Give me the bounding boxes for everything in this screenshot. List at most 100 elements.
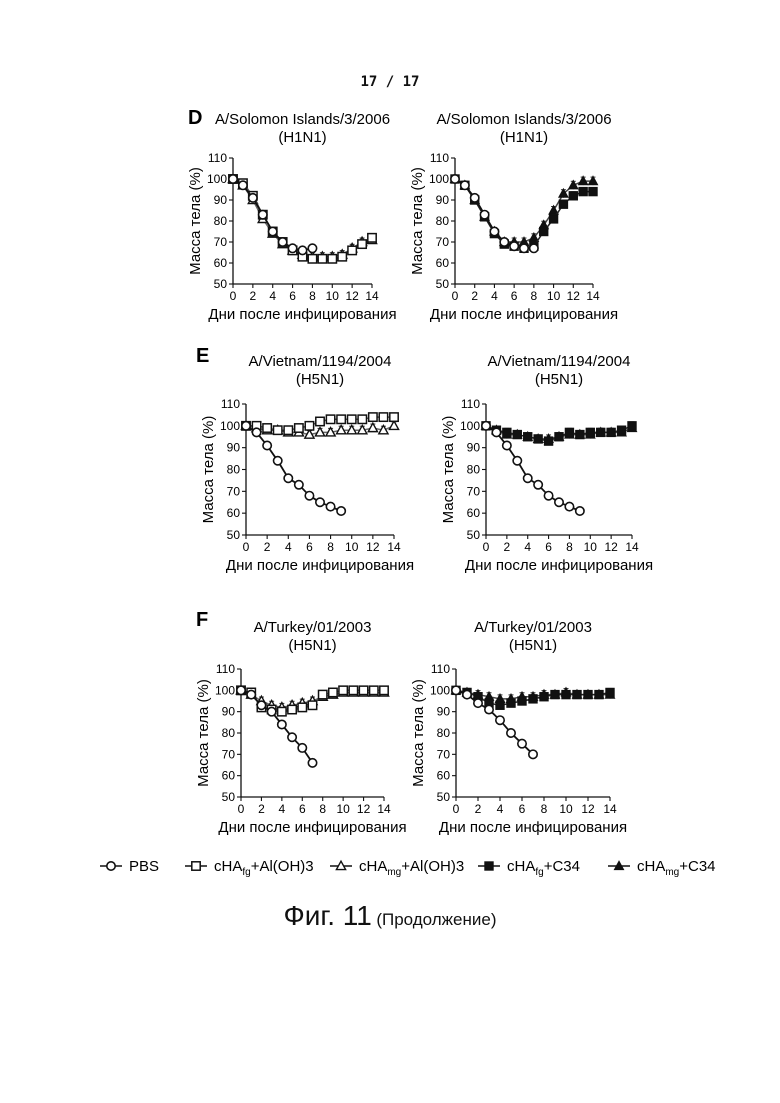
x-tick-label: 10 bbox=[326, 289, 340, 303]
x-tick-label: 2 bbox=[250, 289, 257, 303]
data-point bbox=[518, 697, 526, 705]
legend-item-mg_c34: cHAmg+C34 bbox=[608, 858, 716, 878]
y-tick-label: 50 bbox=[467, 528, 481, 542]
y-axis-label: Масса тела (%) bbox=[410, 679, 427, 787]
caption-main: Фиг. 11 bbox=[284, 900, 372, 931]
y-tick-label: 100 bbox=[460, 419, 480, 433]
x-tick-label: 12 bbox=[604, 540, 618, 554]
data-point bbox=[606, 688, 614, 696]
data-point bbox=[540, 227, 548, 235]
data-point bbox=[485, 705, 493, 713]
data-point bbox=[249, 194, 257, 202]
data-point bbox=[308, 244, 316, 252]
data-point bbox=[348, 415, 356, 423]
y-tick-label: 90 bbox=[436, 193, 450, 207]
data-point bbox=[480, 211, 488, 219]
data-point bbox=[278, 238, 286, 246]
chart-title: A/Vietnam/1194/2004 bbox=[488, 353, 631, 370]
data-point bbox=[518, 739, 526, 747]
chart-subtitle: (H5N1) bbox=[296, 371, 344, 388]
data-point bbox=[269, 227, 277, 235]
x-tick-label: 2 bbox=[471, 289, 478, 303]
y-tick-label: 110 bbox=[208, 151, 227, 165]
data-point bbox=[348, 246, 356, 254]
data-point bbox=[461, 181, 469, 189]
x-tick-label: 10 bbox=[345, 540, 359, 554]
data-point bbox=[584, 690, 592, 698]
data-point bbox=[569, 192, 577, 200]
chart-panel-2: A/Solomon Islands/3/2006(H1N1)5060708090… bbox=[409, 111, 618, 323]
x-tick-label: 12 bbox=[567, 289, 581, 303]
data-point bbox=[389, 421, 398, 429]
data-point bbox=[513, 430, 521, 438]
data-point bbox=[278, 707, 286, 715]
x-axis-label: Дни после инфицирования bbox=[430, 306, 618, 323]
data-point bbox=[565, 502, 573, 510]
data-point bbox=[328, 255, 336, 263]
data-point bbox=[326, 502, 334, 510]
chart-panel-3: EA/Vietnam/1194/2004(H5N1)50607080901001… bbox=[196, 345, 414, 574]
data-point bbox=[524, 474, 532, 482]
data-point bbox=[586, 428, 594, 436]
data-point bbox=[463, 690, 471, 698]
y-tick-label: 90 bbox=[227, 441, 241, 455]
data-point bbox=[288, 705, 296, 713]
data-point bbox=[298, 703, 306, 711]
legend-label: cHAmg+Al(OH)3 bbox=[359, 858, 464, 878]
data-point bbox=[524, 433, 532, 441]
data-point bbox=[257, 701, 265, 709]
x-tick-label: 6 bbox=[519, 802, 526, 816]
data-point bbox=[284, 426, 292, 434]
y-tick-label: 50 bbox=[214, 277, 228, 291]
data-point bbox=[259, 211, 267, 219]
y-tick-label: 50 bbox=[436, 277, 450, 291]
data-point bbox=[368, 234, 376, 242]
data-point bbox=[551, 690, 559, 698]
y-tick-label: 80 bbox=[467, 463, 481, 477]
y-tick-label: 110 bbox=[431, 662, 450, 676]
data-point bbox=[534, 481, 542, 489]
data-point bbox=[530, 244, 538, 252]
chart-panel-6: A/Turkey/01/2003(H5N1)506070809010011002… bbox=[410, 619, 627, 836]
x-axis-label: Дни после инфицирования bbox=[465, 557, 653, 574]
panel-letter: E bbox=[196, 345, 209, 367]
series-pbs bbox=[229, 175, 317, 255]
chart-subtitle: (H1N1) bbox=[500, 129, 548, 146]
data-point bbox=[510, 242, 518, 250]
data-point bbox=[507, 699, 515, 707]
data-point bbox=[339, 686, 347, 694]
y-axis-label: Масса тела (%) bbox=[409, 167, 426, 275]
x-tick-label: 2 bbox=[504, 540, 511, 554]
legend-item-mg_al: cHAmg+Al(OH)3 bbox=[330, 858, 464, 878]
data-point bbox=[305, 492, 313, 500]
data-point bbox=[308, 255, 316, 263]
x-tick-label: 4 bbox=[497, 802, 504, 816]
y-axis-label: Масса тела (%) bbox=[200, 416, 217, 524]
data-point bbox=[544, 437, 552, 445]
data-point bbox=[308, 759, 316, 767]
chart-subtitle: (H1N1) bbox=[278, 129, 326, 146]
data-point bbox=[284, 474, 292, 482]
y-tick-label: 80 bbox=[436, 214, 450, 228]
y-tick-label: 60 bbox=[227, 506, 241, 520]
data-point bbox=[319, 690, 327, 698]
y-tick-label: 90 bbox=[437, 705, 451, 719]
y-tick-label: 60 bbox=[222, 769, 236, 783]
data-point bbox=[239, 181, 247, 189]
legend-marker bbox=[192, 862, 200, 870]
data-point bbox=[573, 690, 581, 698]
data-point bbox=[513, 457, 521, 465]
chart-title: A/Vietnam/1194/2004 bbox=[249, 353, 392, 370]
y-tick-label: 110 bbox=[216, 662, 235, 676]
y-axis-label: Масса тела (%) bbox=[195, 679, 212, 787]
x-tick-label: 14 bbox=[586, 289, 600, 303]
y-tick-label: 100 bbox=[215, 683, 235, 697]
x-tick-label: 8 bbox=[319, 802, 326, 816]
x-tick-label: 12 bbox=[366, 540, 380, 554]
panel-letter: F bbox=[196, 609, 208, 631]
data-point bbox=[597, 428, 605, 436]
figure-caption: Фиг. 11 (Продолжение) bbox=[0, 900, 780, 932]
data-point bbox=[370, 686, 378, 694]
y-tick-label: 80 bbox=[214, 214, 228, 228]
legend-label: cHAmg+C34 bbox=[637, 858, 716, 878]
